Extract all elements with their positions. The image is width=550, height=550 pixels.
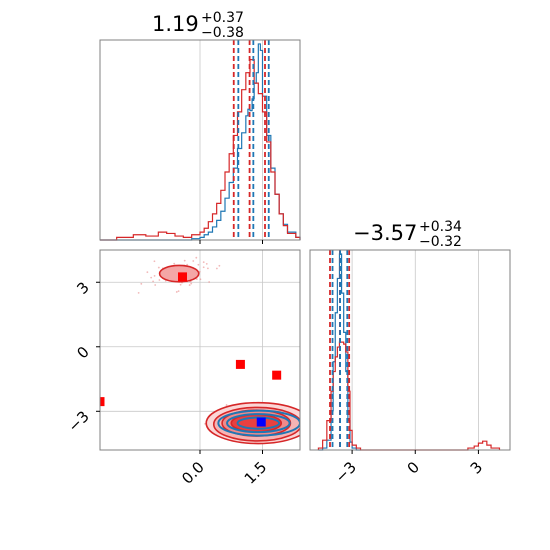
scatter-sample-point bbox=[195, 278, 198, 280]
scatter-sample-point bbox=[152, 280, 154, 283]
scatter-sample-point bbox=[188, 284, 191, 286]
hist2-tick-label-2: 3 bbox=[467, 458, 486, 477]
scatter-sample-point bbox=[146, 271, 149, 274]
title-param-1: 1.19 +0.37 −0.38 bbox=[152, 10, 244, 41]
scatter-sample-point bbox=[186, 263, 189, 266]
scatter-sample-point bbox=[183, 259, 186, 262]
scatter-sample-point bbox=[158, 279, 161, 281]
scatter-sample-point bbox=[150, 276, 153, 279]
hist2-series-b bbox=[317, 341, 501, 451]
scatter-sample-point bbox=[192, 260, 195, 262]
scatter-panel: 0.0 1.5 3 0 −3 bbox=[64, 249, 306, 488]
title-param-2-plus: +0.34 bbox=[419, 219, 462, 235]
scatter-sample-point bbox=[195, 256, 198, 259]
hist2-tick-label-0: −3 bbox=[332, 458, 360, 486]
scatter-marker-4 bbox=[100, 397, 105, 407]
scatter-sample-point bbox=[140, 282, 143, 285]
scatter-sample-point bbox=[190, 282, 193, 285]
scatter-sample-point bbox=[137, 291, 140, 294]
scatter-sample-point bbox=[208, 281, 211, 283]
scatter-sample-point bbox=[154, 284, 157, 286]
scatter-sample-point bbox=[153, 274, 156, 277]
title-param-2-value: −3.57 bbox=[353, 221, 417, 245]
scatter-xtick-label-1: 1.5 bbox=[241, 458, 271, 488]
title-param-2: −3.57 +0.34 −0.32 bbox=[353, 219, 462, 250]
scatter-marker-1 bbox=[178, 272, 187, 282]
scatter-sample-point bbox=[199, 278, 202, 281]
scatter-ytick-label-0: 3 bbox=[73, 278, 92, 297]
histogram-param-2: −3 0 3 bbox=[309, 249, 511, 486]
scatter-marker-3 bbox=[272, 370, 282, 380]
density-contour-a-1 bbox=[226, 413, 291, 434]
scatter-ytick-label-2: −3 bbox=[64, 407, 92, 435]
scatter-plot-area bbox=[100, 250, 306, 450]
scatter-sample-point bbox=[304, 433, 306, 435]
scatter-sample-point bbox=[215, 267, 218, 270]
scatter-sample-point bbox=[202, 266, 205, 269]
title-param-2-minus: −0.32 bbox=[419, 234, 462, 250]
scatter-sample-point bbox=[202, 261, 205, 264]
scatter-sample-point bbox=[157, 266, 160, 269]
histogram-param-1 bbox=[99, 39, 301, 244]
scatter-sample-point bbox=[197, 263, 200, 266]
density-contour-a-0 bbox=[236, 416, 281, 430]
scatter-sample-point bbox=[173, 262, 176, 265]
title-param-1-plus: +0.37 bbox=[201, 10, 244, 26]
hist2-frame bbox=[309, 249, 511, 451]
hist1-series-b bbox=[100, 59, 301, 241]
hist2-tick-label-1: 0 bbox=[404, 458, 423, 477]
scatter-sample-point bbox=[218, 264, 221, 267]
title-param-1-minus: −0.38 bbox=[201, 25, 244, 41]
scatter-sample-point bbox=[179, 283, 182, 286]
scatter-sample-point bbox=[175, 291, 178, 293]
scatter-sample-point bbox=[205, 262, 208, 265]
scatter-sample-point bbox=[225, 404, 228, 406]
scatter-marker-0 bbox=[256, 417, 266, 427]
title-param-1-value: 1.19 bbox=[152, 12, 199, 36]
scatter-xtick-label-0: 0.0 bbox=[178, 458, 208, 488]
scatter-sample-point bbox=[153, 260, 156, 263]
scatter-sample-point bbox=[206, 267, 209, 270]
scatter-ytick-label-1: 0 bbox=[73, 343, 92, 362]
scatter-marker-2 bbox=[235, 359, 245, 369]
scatter-sample-point bbox=[177, 290, 180, 293]
